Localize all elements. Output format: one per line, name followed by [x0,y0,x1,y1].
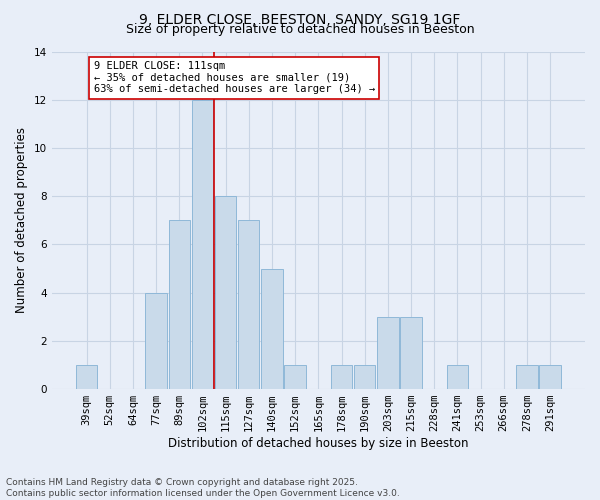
Bar [447,365,468,389]
Bar [377,316,398,389]
Bar [215,196,236,389]
Bar [262,268,283,389]
Bar [516,365,538,389]
Bar [76,365,97,389]
Bar [331,365,352,389]
Text: 9, ELDER CLOSE, BEESTON, SANDY, SG19 1GF: 9, ELDER CLOSE, BEESTON, SANDY, SG19 1GF [139,12,461,26]
Bar [400,316,422,389]
Bar [145,292,167,389]
Bar [354,365,376,389]
Bar [238,220,259,389]
Bar [284,365,306,389]
Text: Size of property relative to detached houses in Beeston: Size of property relative to detached ho… [125,22,475,36]
Bar [539,365,561,389]
Text: Contains HM Land Registry data © Crown copyright and database right 2025.
Contai: Contains HM Land Registry data © Crown c… [6,478,400,498]
Text: 9 ELDER CLOSE: 111sqm
← 35% of detached houses are smaller (19)
63% of semi-deta: 9 ELDER CLOSE: 111sqm ← 35% of detached … [94,61,375,94]
Y-axis label: Number of detached properties: Number of detached properties [15,128,28,314]
X-axis label: Distribution of detached houses by size in Beeston: Distribution of detached houses by size … [168,437,469,450]
Bar [169,220,190,389]
Bar [192,100,213,389]
